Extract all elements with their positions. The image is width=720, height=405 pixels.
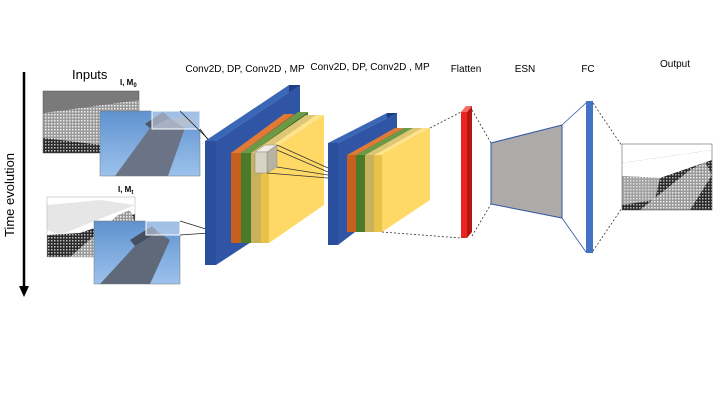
- input-0-label: I, M0: [120, 78, 137, 89]
- flatten-layer: [461, 106, 472, 238]
- esn-label: ESN: [515, 64, 536, 75]
- esn-to-fc-lines: [562, 103, 586, 252]
- flatten-to-esn-lines: [472, 110, 491, 236]
- esn-block: [491, 125, 562, 218]
- input-0-rgb-image: [100, 111, 200, 176]
- conv-block-2: [328, 113, 430, 245]
- flatten-label: Flatten: [451, 64, 482, 75]
- conv-block-2-label: Conv2D, DP, Conv2D , MP: [310, 62, 430, 73]
- input-1-roi-box: [146, 221, 180, 235]
- time-arrow-head-icon: [19, 286, 29, 297]
- input-1-label: I, Mt: [118, 185, 133, 196]
- input-0-roi-box: [152, 111, 200, 129]
- fc-to-output-lines: [593, 103, 622, 251]
- conv-block-1: [205, 85, 324, 265]
- output-label: Output: [660, 59, 690, 70]
- inputs-label: Inputs: [72, 67, 108, 82]
- fc-label: FC: [581, 64, 594, 75]
- conv-block-1-label: Conv2D, DP, Conv2D , MP: [185, 64, 305, 75]
- fc-layer: [586, 101, 593, 253]
- time-axis: Time evolution: [2, 72, 29, 297]
- input-1-rgb-image: [94, 221, 180, 284]
- output-image: [622, 144, 712, 210]
- time-axis-label: Time evolution: [2, 153, 17, 237]
